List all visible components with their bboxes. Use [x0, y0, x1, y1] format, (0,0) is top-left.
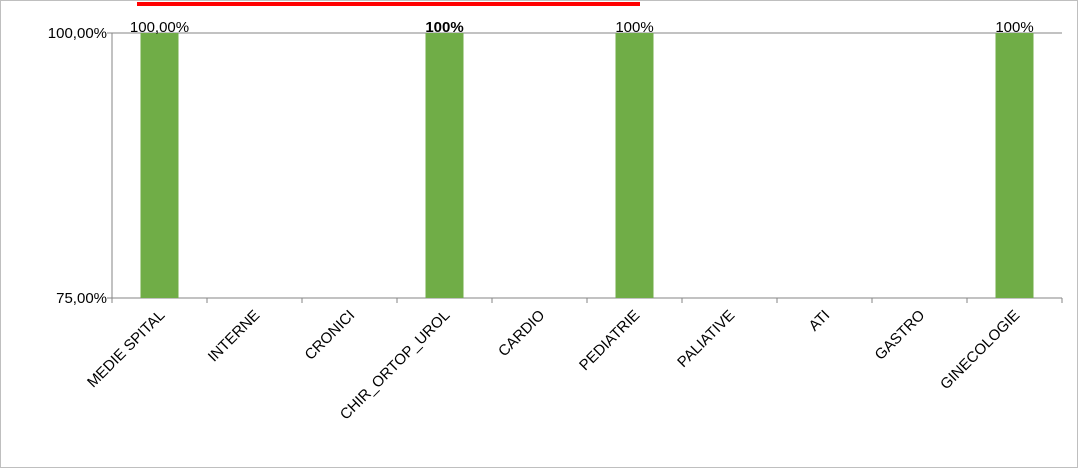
- bar: [140, 33, 179, 298]
- x-category-label: GASTRO: [872, 307, 929, 364]
- x-category-label: INTERNE: [205, 307, 264, 366]
- x-category-label: CARDIO: [495, 307, 548, 360]
- x-category-label: MEDIE SPITAL: [84, 307, 168, 391]
- labels: 100,00% 75,00% 100,00% MEDIE SPITAL INTERNE C…: [48, 19, 1034, 423]
- x-category-label: ATI: [806, 307, 834, 335]
- data-label: 100%: [425, 19, 463, 36]
- y-tick-label: 75,00%: [56, 290, 107, 307]
- x-category-label: PEDIATRIE: [576, 307, 643, 374]
- y-tick-label: 100,00%: [48, 25, 107, 42]
- x-category-label: PALIATIVE: [674, 307, 738, 371]
- bars: [140, 33, 1034, 298]
- bar: [615, 33, 654, 298]
- x-category-label: CRONICI: [302, 307, 359, 364]
- data-label: 100%: [615, 19, 653, 36]
- data-label: 100,00%: [130, 19, 189, 36]
- bar: [425, 33, 464, 298]
- x-category-label: CHIR_ORTOP_UROL: [337, 307, 454, 424]
- data-label: 100%: [995, 19, 1033, 36]
- bar: [995, 33, 1034, 298]
- x-category-label: GINECOLOGIE: [937, 307, 1023, 393]
- title-underline: [137, 2, 640, 6]
- axes: [107, 32, 1063, 303]
